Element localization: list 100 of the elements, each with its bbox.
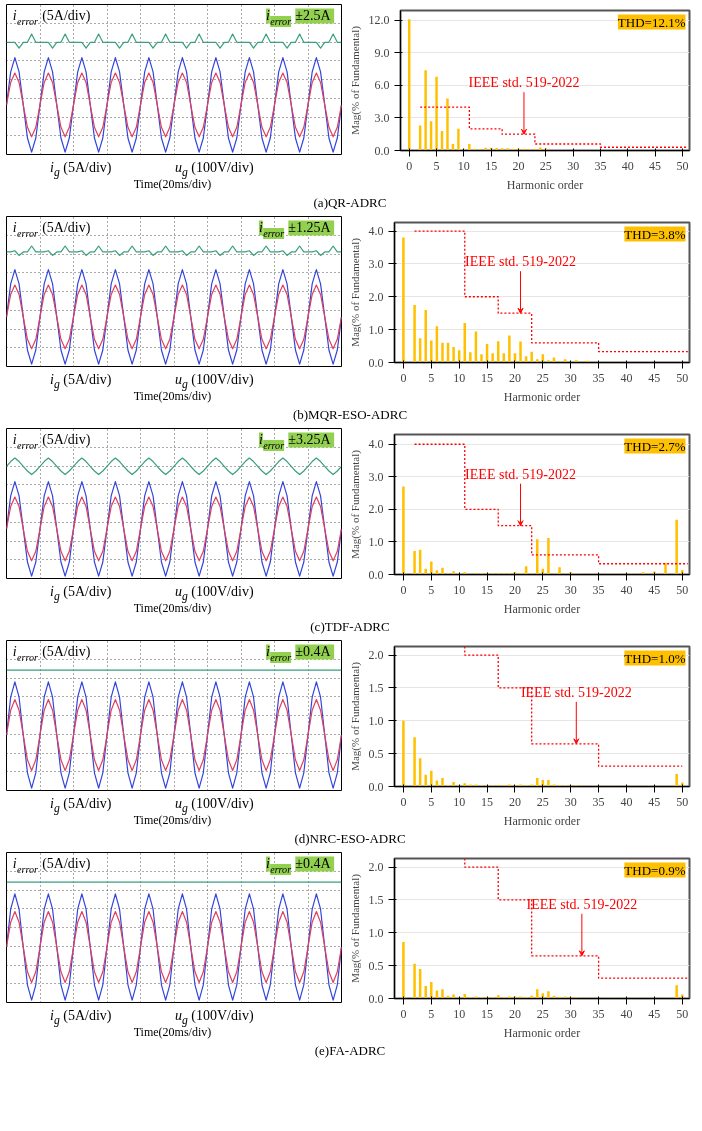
- x-tick-label: 15: [481, 794, 494, 809]
- text: i$_{g}$ (5A/div): [50, 795, 112, 817]
- y-tick-label: 4.0: [368, 224, 384, 239]
- x-tick-label: 20: [508, 794, 521, 809]
- text: u$_{g}$ (100V/div): [175, 372, 254, 391]
- x-tick-label: 45: [648, 582, 661, 597]
- x-tick-label: 25: [539, 158, 552, 173]
- x-tick-label: 40: [620, 370, 633, 385]
- annotation: IEEE std. 519-2022: [526, 896, 638, 912]
- y-tick-label: 0.5: [368, 958, 384, 973]
- y-tick-label: 3.0: [368, 256, 384, 271]
- text: u$_{g}$ (100V/div): [175, 1008, 254, 1027]
- x-tick-label: 0: [400, 794, 407, 809]
- x-tick-label: 50: [676, 582, 689, 597]
- x-tick-label: 10: [457, 158, 470, 173]
- x-tick-label: 35: [592, 582, 605, 597]
- text: u$_{g}$ (100V/div): [175, 160, 254, 179]
- x-tick-label: 15: [481, 1006, 494, 1021]
- y-tick-label: 4.0: [368, 437, 384, 452]
- y-tick-label: 1.5: [368, 680, 384, 695]
- x-tick-label: 50: [676, 158, 689, 173]
- x-axis-title: Time(20ms/div): [133, 601, 212, 617]
- text: (e)FA-ADRC: [314, 1042, 386, 1060]
- annotation: THD=2.7%: [624, 438, 686, 454]
- y-axis-title: Mag(% of Fundamental): [348, 25, 362, 135]
- x-tick-label: 35: [594, 158, 607, 173]
- x-tick-label: 25: [536, 582, 549, 597]
- y-tick-label: 6.0: [374, 78, 390, 93]
- y-tick-label: 0.5: [368, 746, 384, 761]
- x-tick-label: 40: [620, 794, 633, 809]
- x-tick-label: 0: [406, 158, 413, 173]
- y-axis-title: Mag(% of Fundamental): [348, 449, 362, 559]
- x-tick-label: 10: [453, 1006, 466, 1021]
- x-axis-title: Harmonic order: [503, 601, 581, 616]
- text: (d)NRC-ESO-ADRC: [294, 830, 406, 848]
- y-tick-label: 1.0: [368, 713, 384, 728]
- x-axis-title: Harmonic order: [503, 389, 581, 404]
- x-tick-label: 10: [453, 370, 466, 385]
- x-tick-label: 5: [428, 370, 435, 385]
- y-axis-title: Mag(% of Fundamental): [348, 873, 362, 983]
- text: i$_{g}$ (5A/div): [50, 371, 112, 393]
- annotation: IEEE std. 519-2022: [465, 466, 576, 482]
- x-tick-label: 45: [648, 370, 661, 385]
- x-axis-title: Time(20ms/div): [133, 177, 212, 193]
- x-tick-label: 30: [564, 582, 577, 597]
- x-tick-label: 25: [536, 794, 549, 809]
- x-tick-label: 45: [649, 158, 662, 173]
- x-tick-label: 0: [400, 582, 407, 597]
- text: u$_{g}$ (100V/div): [175, 796, 254, 815]
- x-tick-label: 5: [428, 794, 435, 809]
- annotation: THD=3.8%: [624, 226, 686, 242]
- y-tick-label: 1.0: [368, 322, 384, 337]
- x-tick-label: 15: [485, 158, 498, 173]
- annotation: IEEE std. 519-2022: [520, 684, 632, 700]
- x-tick-label: 45: [648, 794, 661, 809]
- x-tick-label: 25: [536, 370, 549, 385]
- y-tick-label: 1.0: [368, 534, 384, 549]
- y-tick-label: 1.0: [368, 925, 384, 940]
- x-tick-label: 35: [592, 794, 605, 809]
- y-tick-label: 2.0: [368, 289, 384, 304]
- x-axis-title: Time(20ms/div): [133, 813, 212, 829]
- annotation: IEEE std. 519-2022: [468, 75, 580, 91]
- x-tick-label: 0: [400, 370, 407, 385]
- y-tick-label: 0.0: [368, 355, 384, 370]
- x-tick-label: 10: [453, 582, 466, 597]
- y-tick-label: 2.0: [368, 502, 384, 517]
- x-tick-label: 50: [676, 1006, 689, 1021]
- text: i$_{g}$ (5A/div): [50, 159, 112, 181]
- text: (a)QR-ADRC: [313, 194, 387, 212]
- y-tick-label: 3.0: [368, 469, 384, 484]
- text: (b)MQR-ESO-ADRC: [292, 406, 408, 424]
- x-tick-label: 30: [564, 1006, 577, 1021]
- y-tick-label: 2.0: [368, 648, 384, 663]
- annotation: THD=1.0%: [624, 650, 686, 666]
- text: i$_{g}$ (5A/div): [50, 583, 112, 605]
- annotation: IEEE std. 519-2022: [465, 254, 576, 270]
- x-axis-title: Harmonic order: [503, 813, 581, 828]
- x-axis-title: Time(20ms/div): [133, 389, 212, 405]
- x-tick-label: 15: [481, 582, 494, 597]
- x-tick-label: 5: [428, 1006, 435, 1021]
- x-tick-label: 20: [512, 158, 525, 173]
- y-tick-label: 0.0: [374, 143, 390, 158]
- y-tick-label: 0.0: [368, 779, 384, 794]
- x-tick-label: 5: [428, 582, 435, 597]
- x-tick-label: 30: [564, 370, 577, 385]
- y-tick-label: 1.5: [368, 892, 384, 907]
- x-tick-label: 0: [400, 1006, 407, 1021]
- y-tick-label: 0.0: [368, 991, 384, 1006]
- x-tick-label: 50: [676, 370, 689, 385]
- x-axis-title: Harmonic order: [506, 177, 584, 192]
- x-tick-label: 35: [592, 1006, 605, 1021]
- text: u$_{g}$ (100V/div): [175, 584, 254, 603]
- x-tick-label: 35: [592, 370, 605, 385]
- annotation: THD=12.1%: [617, 14, 686, 30]
- x-axis-title: Harmonic order: [503, 1025, 581, 1040]
- x-tick-label: 25: [536, 1006, 549, 1021]
- y-tick-label: 0.0: [368, 567, 384, 582]
- x-tick-label: 20: [508, 1006, 521, 1021]
- x-tick-label: 20: [508, 370, 521, 385]
- y-axis-title: Mag(% of Fundamental): [348, 237, 362, 347]
